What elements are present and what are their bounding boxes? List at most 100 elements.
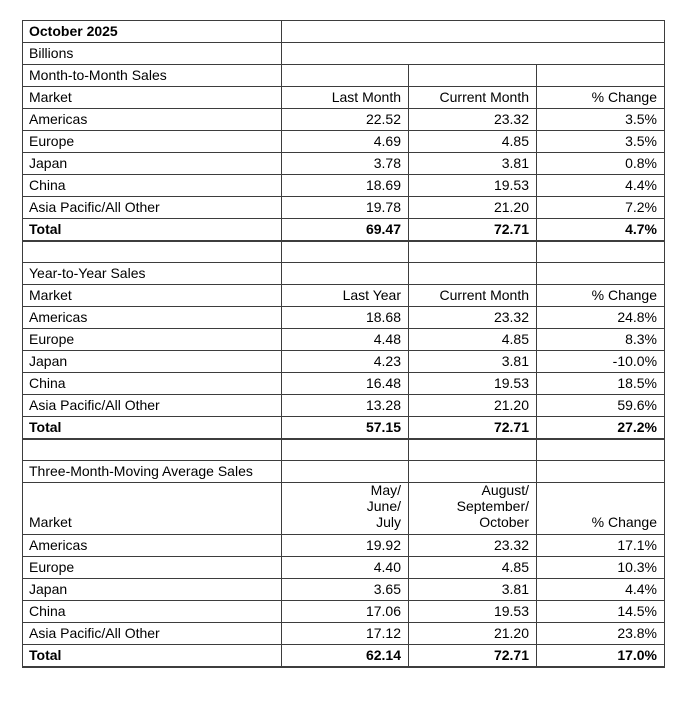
sheet-title: October 2025: [22, 20, 282, 43]
section-title: Year-to-Year Sales: [22, 262, 282, 285]
value-cell: 18.68: [281, 306, 409, 329]
table-row: [22, 438, 666, 461]
value-cell: 24.8%: [535, 306, 666, 329]
total-value-cell: 69.47: [281, 218, 409, 242]
market-cell: Europe: [22, 328, 282, 351]
value-cell: 16.48: [281, 372, 409, 395]
value-cell: 3.65: [281, 578, 409, 601]
table-row: China 16.48 19.53 18.5%: [22, 372, 666, 395]
column-header: Current Month: [408, 86, 537, 109]
market-cell: Americas: [22, 108, 282, 131]
sales-table-body: October 2025 Billions Month-to-Month Sales…: [22, 20, 666, 668]
section-title: Month-to-Month Sales: [22, 64, 282, 87]
value-cell: 8.3%: [535, 328, 666, 351]
spacer-cell: [281, 240, 409, 263]
empty-cell: [535, 262, 666, 285]
value-cell: 19.53: [408, 174, 537, 197]
value-cell: 3.81: [408, 152, 537, 175]
column-header: May/ June/ July: [281, 482, 409, 535]
total-value-cell: 72.71: [408, 644, 537, 668]
market-cell: Americas: [22, 306, 282, 329]
value-cell: 0.8%: [535, 152, 666, 175]
value-cell: 4.4%: [535, 174, 666, 197]
value-cell: 18.69: [281, 174, 409, 197]
empty-cell: [281, 64, 409, 87]
table-row: Three-Month-Moving Average Sales: [22, 460, 666, 483]
table-row: Japan 3.65 3.81 4.4%: [22, 578, 666, 601]
table-row: Japan 4.23 3.81 -10.0%: [22, 350, 666, 373]
market-cell: Americas: [22, 534, 282, 557]
table-row: Asia Pacific/All Other 17.12 21.20 23.8%: [22, 622, 666, 645]
total-value-cell: 4.7%: [535, 218, 666, 242]
spacer-cell: [408, 438, 537, 461]
value-cell: 10.3%: [535, 556, 666, 579]
value-cell: 3.78: [281, 152, 409, 175]
market-cell: Asia Pacific/All Other: [22, 394, 282, 417]
value-cell: 22.52: [281, 108, 409, 131]
value-cell: 23.32: [408, 534, 537, 557]
spacer-cell: [535, 438, 666, 461]
total-value-cell: 57.15: [281, 416, 409, 440]
market-cell: Japan: [22, 578, 282, 601]
column-header: % Change: [535, 284, 666, 307]
market-cell: Asia Pacific/All Other: [22, 196, 282, 219]
spacer-cell: [281, 438, 409, 461]
value-cell: 3.5%: [535, 130, 666, 153]
sales-table: October 2025 Billions Month-to-Month Sales…: [22, 20, 666, 668]
value-cell: 4.23: [281, 350, 409, 373]
column-header: Market: [22, 86, 282, 109]
table-row: Month-to-Month Sales: [22, 64, 666, 87]
value-cell: 18.5%: [535, 372, 666, 395]
value-cell: 4.69: [281, 130, 409, 153]
table-row: Market Last Month Current Month% Change: [22, 86, 666, 109]
total-label-cell: Total: [22, 218, 282, 242]
empty-cell: [281, 460, 409, 483]
value-cell: 17.12: [281, 622, 409, 645]
value-cell: 21.20: [408, 196, 537, 219]
table-row: Asia Pacific/All Other 13.28 21.20 59.6%: [22, 394, 666, 417]
table-row: Market May/ June/ July August/ September/ …: [22, 482, 666, 535]
table-row: Europe 4.48 4.85 8.3%: [22, 328, 666, 351]
value-cell: 17.1%: [535, 534, 666, 557]
merged-empty-cell: [280, 20, 666, 43]
empty-cell: [281, 262, 409, 285]
market-cell: Asia Pacific/All Other: [22, 622, 282, 645]
column-header: August/ September/ October: [408, 482, 537, 535]
empty-cell: [408, 64, 537, 87]
merged-empty-cell: [280, 42, 666, 65]
column-header: % Change: [535, 86, 666, 109]
column-header: Market: [22, 284, 282, 307]
table-row: October 2025: [22, 20, 666, 43]
table-row: China 18.69 19.53 4.4%: [22, 174, 666, 197]
value-cell: -10.0%: [535, 350, 666, 373]
total-value-cell: 27.2%: [535, 416, 666, 440]
value-cell: 4.4%: [535, 578, 666, 601]
value-cell: 3.5%: [535, 108, 666, 131]
section-title: Three-Month-Moving Average Sales: [22, 460, 282, 483]
market-cell: Europe: [22, 130, 282, 153]
value-cell: 19.53: [408, 372, 537, 395]
market-cell: China: [22, 372, 282, 395]
market-cell: China: [22, 600, 282, 623]
market-cell: China: [22, 174, 282, 197]
table-row: Asia Pacific/All Other 19.78 21.20 7.2%: [22, 196, 666, 219]
table-row: Europe 4.69 4.85 3.5%: [22, 130, 666, 153]
total-value-cell: 72.71: [408, 218, 537, 242]
total-value-cell: 17.0%: [535, 644, 666, 668]
spacer-cell: [22, 240, 282, 263]
value-cell: 23.32: [408, 108, 537, 131]
value-cell: 3.81: [408, 578, 537, 601]
value-cell: 59.6%: [535, 394, 666, 417]
column-header: Current Month: [408, 284, 537, 307]
value-cell: 21.20: [408, 394, 537, 417]
column-header: % Change: [535, 482, 666, 535]
total-value-cell: 72.71: [408, 416, 537, 440]
spacer-cell: [22, 438, 282, 461]
sales-report-sheet: October 2025 Billions Month-to-Month Sales…: [22, 20, 666, 668]
market-cell: Europe: [22, 556, 282, 579]
column-header: Last Month: [281, 86, 409, 109]
value-cell: 4.85: [408, 328, 537, 351]
table-row: Billions: [22, 42, 666, 65]
value-cell: 4.85: [408, 556, 537, 579]
